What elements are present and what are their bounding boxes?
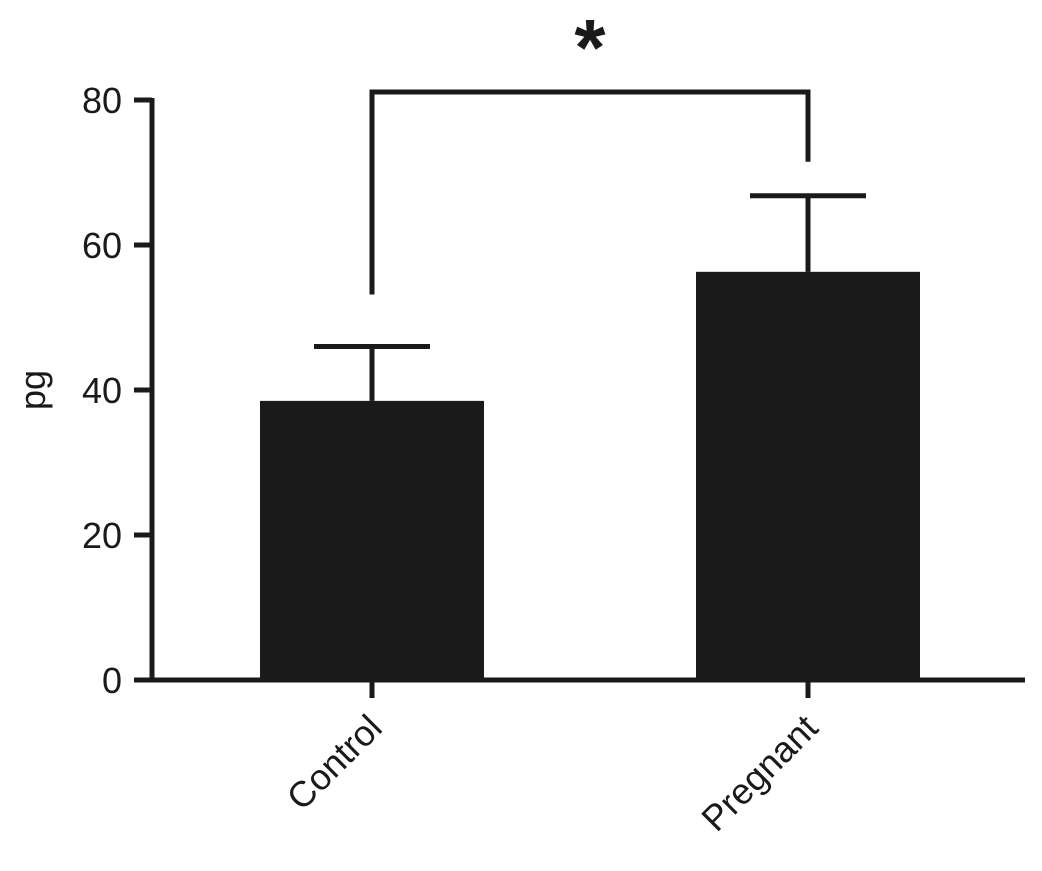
error-bars [314,193,866,401]
y-tick-label: 20 [82,515,122,556]
significance-bracket: * [369,3,811,295]
y-tick-label: 60 [82,225,122,266]
bars [260,271,920,680]
y-axis-label: pg [12,370,53,410]
significance-bracket-line [369,89,811,295]
bar-control [260,400,484,680]
y-tick-label: 80 [82,80,122,121]
bar-pregnant [696,271,920,680]
x-tick-label: Pregnant [693,707,825,839]
significance-label: * [574,3,606,92]
x-tick-label: Control [279,707,390,818]
y-tick-label: 40 [82,370,122,411]
y-tick-label: 0 [102,660,122,701]
